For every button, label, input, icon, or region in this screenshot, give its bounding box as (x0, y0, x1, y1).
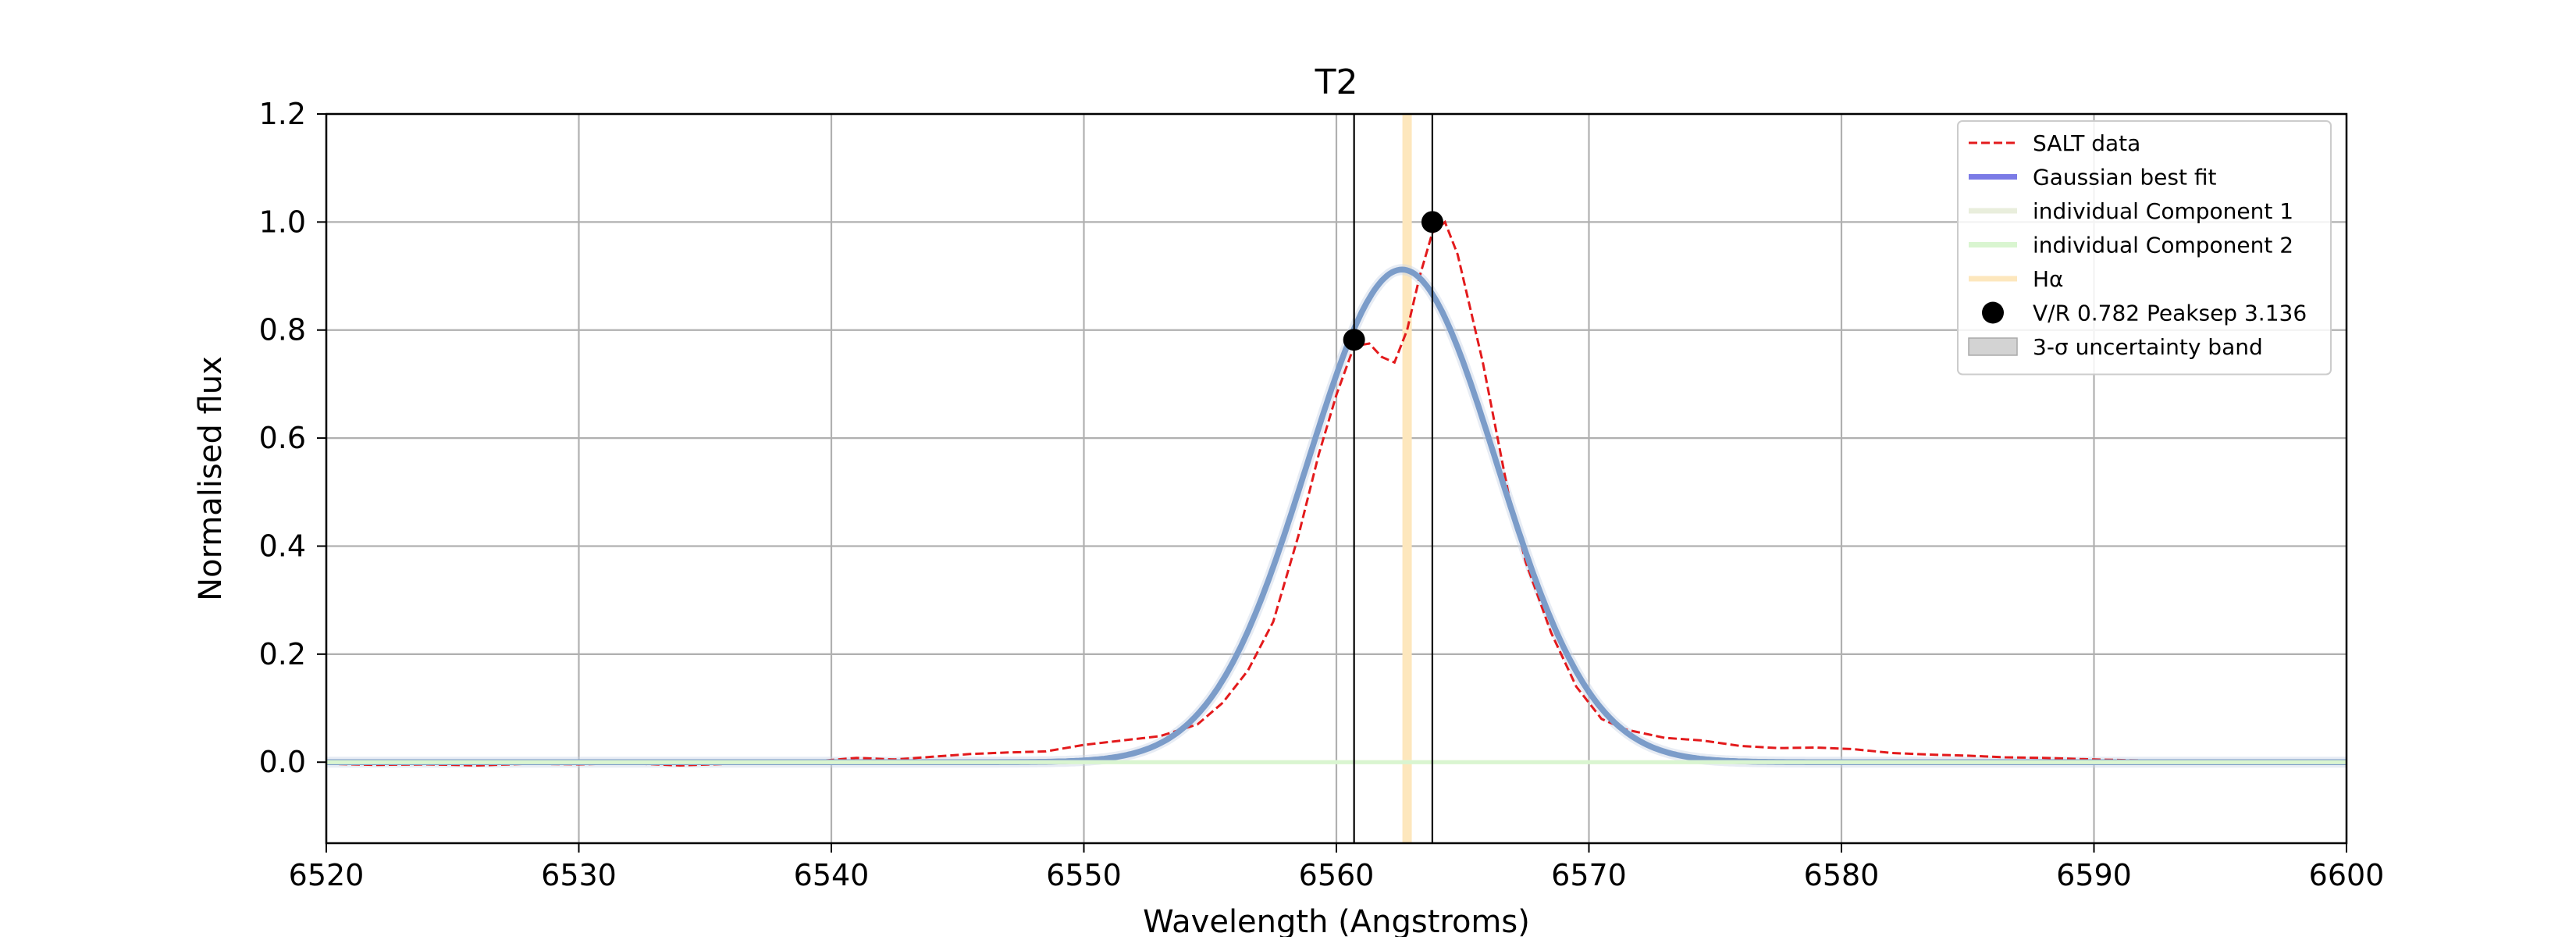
x-tick-label: 6550 (1046, 858, 1122, 892)
y-tick-label: 0.8 (259, 313, 306, 347)
salt-data-line (326, 219, 2347, 767)
y-tick-label: 1.0 (259, 205, 306, 239)
legend-label: individual Component 2 (2033, 233, 2293, 258)
y-tick-label: 0.0 (259, 745, 306, 779)
chart-title: T2 (1315, 62, 1358, 102)
legend-swatch-marker (1982, 301, 2004, 324)
y-tick-label: 0.4 (259, 529, 306, 563)
series-layer (326, 219, 2347, 767)
x-tick-label: 6520 (289, 858, 365, 892)
y-axis-label: Normalised flux (193, 356, 229, 601)
legend-label: Hα (2033, 266, 2064, 292)
x-tick-label: 6570 (1551, 858, 1627, 892)
y-tick-label: 0.2 (259, 637, 306, 671)
x-tick-label: 6590 (2056, 858, 2132, 892)
legend-box (1957, 120, 2332, 376)
x-tick-label: 6540 (794, 858, 870, 892)
legend-label: V/R 0.782 Peaksep 3.136 (2033, 301, 2307, 326)
legend-label: Gaussian best fit (2033, 165, 2216, 190)
legend-label: individual Component 1 (2033, 198, 2293, 224)
x-tick-label: 6530 (541, 858, 617, 892)
x-tick-label: 6580 (1804, 858, 1880, 892)
x-tick-label: 6600 (2309, 858, 2385, 892)
legend-swatch-patch (1968, 337, 2018, 356)
x-axis-label: Wavelength (Angstroms) (1143, 904, 1530, 937)
peak-marker (1421, 211, 1443, 233)
peak-markers (1343, 114, 1443, 843)
x-tick-label: 6560 (1299, 858, 1375, 892)
peak-marker (1343, 329, 1365, 351)
legend-label: SALT data (2033, 130, 2140, 156)
legend-label: 3-σ uncertainty band (2033, 334, 2263, 360)
axis-ticks: 6520 6530 6540 6550 6560 6570 6580 6590 6600 0.0 0… (259, 97, 2385, 892)
y-tick-label: 1.2 (259, 97, 306, 131)
y-tick-label: 0.6 (259, 421, 306, 455)
legend: SALT data Gaussian best fit individual Com… (1957, 120, 2332, 376)
